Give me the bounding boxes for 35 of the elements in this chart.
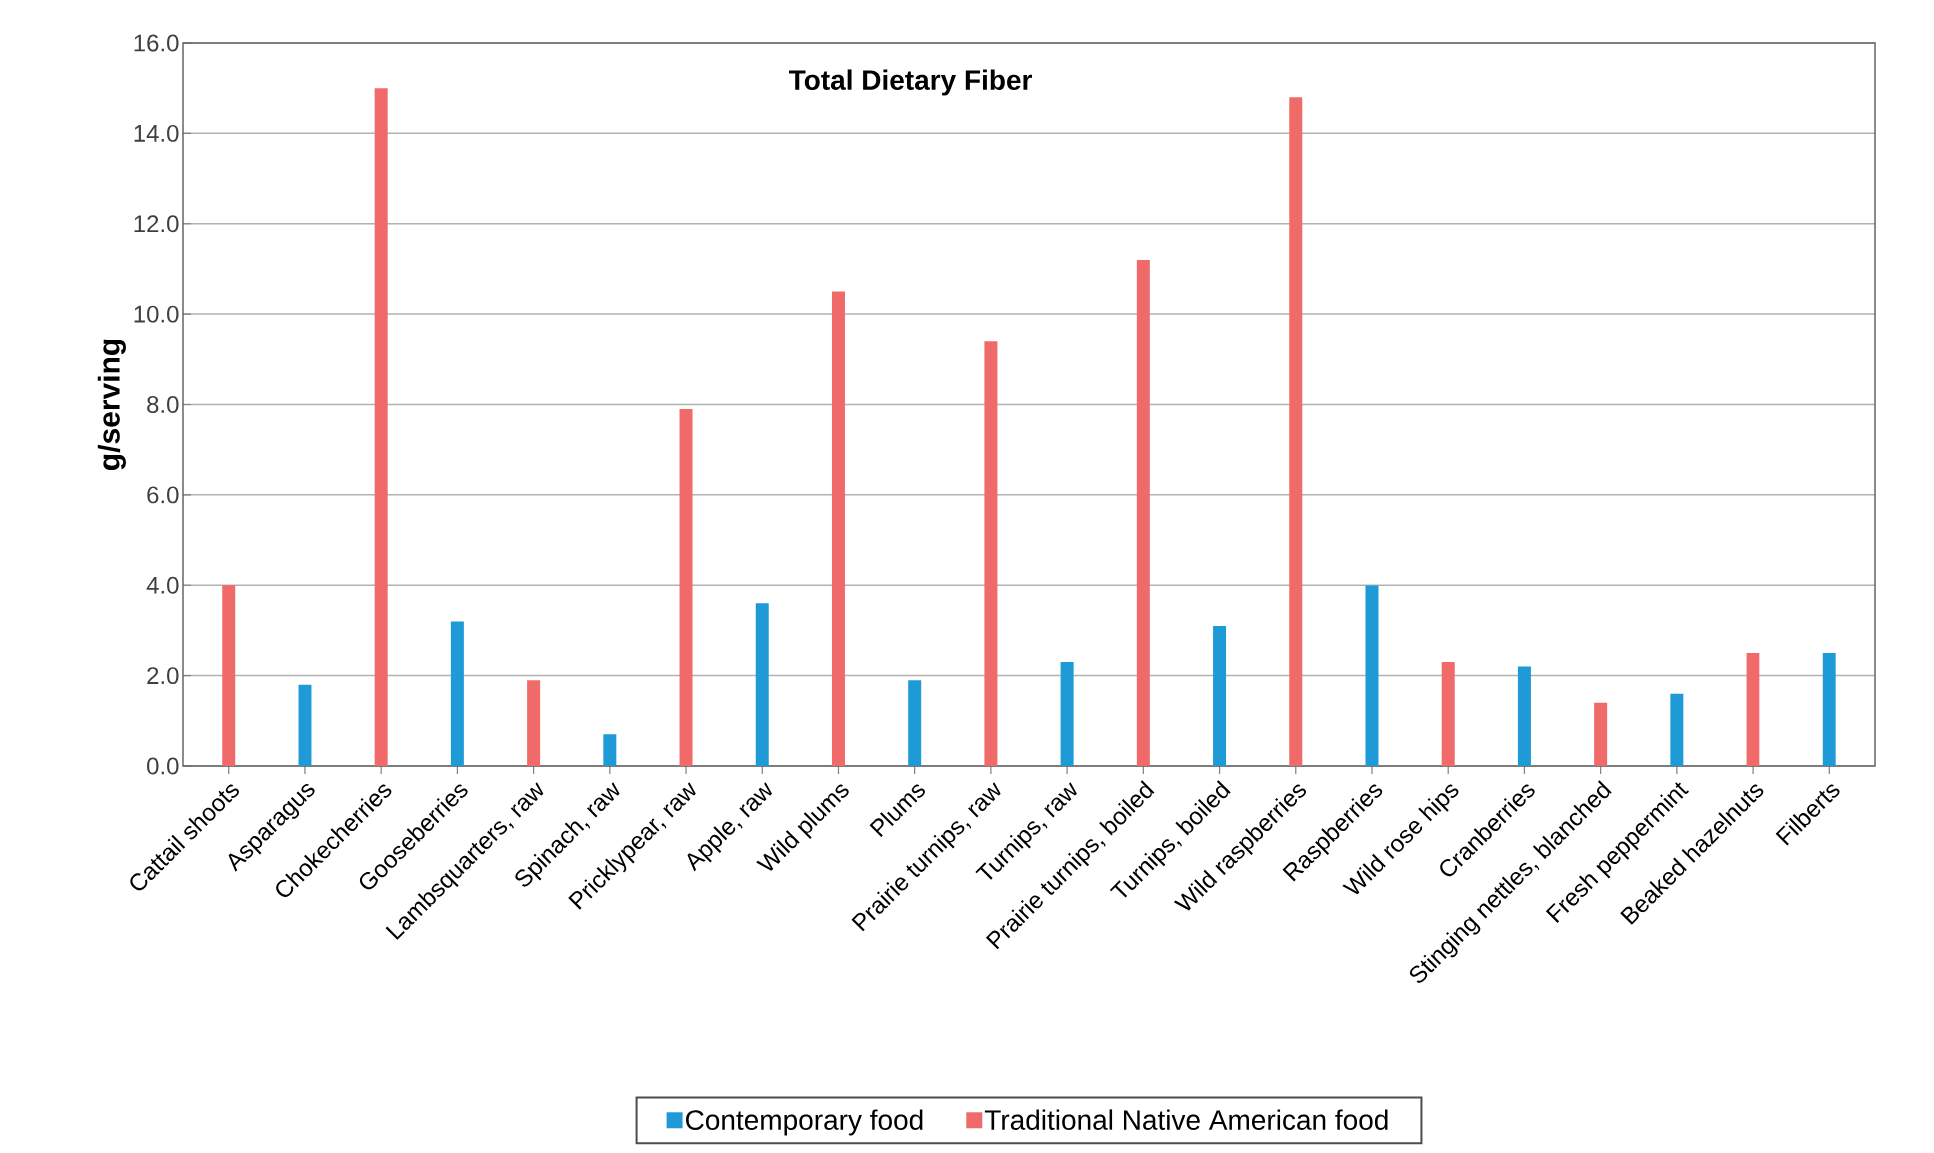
y-tick-label: 14.0 [134, 124, 179, 142]
bar [1289, 97, 1303, 766]
y-tick-label: 16.0 [134, 34, 179, 52]
bar [527, 680, 541, 766]
bar [831, 291, 845, 766]
bar [298, 684, 312, 766]
y-tick-label: 2.0 [147, 667, 179, 685]
y-tick-label: 8.0 [147, 396, 179, 413]
bar [1441, 662, 1455, 766]
bar [450, 621, 464, 766]
bar [603, 734, 617, 766]
legend-label: Contemporary food [686, 1109, 923, 1136]
text: Total Dietary Fiber [788, 69, 1033, 96]
y-tick-label: 12.0 [134, 215, 179, 233]
y-tick-label: 0.0 [147, 757, 179, 775]
y-axis-title: g/serving [97, 339, 126, 470]
bar [908, 680, 922, 766]
y-tick-label: 4.0 [146, 576, 179, 594]
bar [1746, 653, 1760, 766]
bar [1136, 259, 1150, 766]
bar [1060, 662, 1074, 766]
bar [1213, 625, 1227, 766]
bar [222, 585, 236, 766]
bar [1594, 702, 1608, 766]
bar [1365, 585, 1379, 766]
legend-label: Traditional Native American food [984, 1109, 1388, 1130]
y-tick-label: 10.0 [134, 305, 179, 323]
bar [1517, 666, 1531, 766]
bar [1822, 653, 1836, 766]
bar [374, 88, 388, 766]
bar [755, 603, 769, 766]
y-tick-label: 6.0 [147, 486, 179, 504]
bar [1670, 693, 1684, 766]
bar [984, 341, 998, 766]
bar [679, 409, 693, 766]
